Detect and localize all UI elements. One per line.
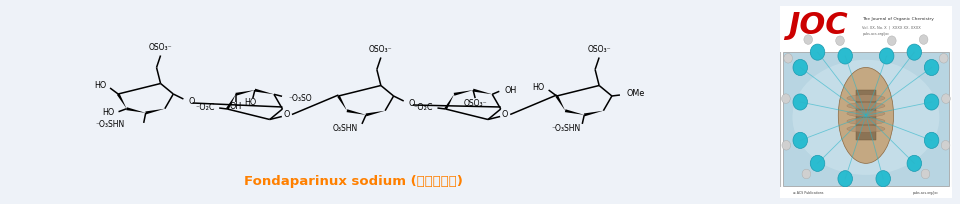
Circle shape — [783, 53, 792, 63]
Polygon shape — [347, 109, 366, 115]
Text: OMe: OMe — [626, 90, 644, 99]
Text: ⁻O₃SHN: ⁻O₃SHN — [551, 124, 580, 133]
Circle shape — [883, 190, 892, 199]
Text: ⁻O₂C: ⁻O₂C — [414, 102, 433, 112]
Polygon shape — [254, 89, 274, 94]
Text: ⁻O₃SO: ⁻O₃SO — [288, 94, 312, 103]
Circle shape — [887, 36, 896, 45]
Text: OSO₃⁻: OSO₃⁻ — [149, 43, 173, 52]
Text: pubs.acs.org/joc: pubs.acs.org/joc — [862, 32, 890, 36]
FancyBboxPatch shape — [780, 6, 952, 198]
Circle shape — [836, 36, 845, 45]
Ellipse shape — [838, 68, 894, 163]
Circle shape — [876, 171, 891, 187]
Text: Fondaparinux sodium (磺达肝葵锃): Fondaparinux sodium (磺达肝葵锃) — [244, 175, 463, 188]
Circle shape — [907, 155, 922, 171]
Bar — [855, 91, 876, 140]
Circle shape — [838, 171, 852, 187]
Text: The Journal of Organic Chemistry: The Journal of Organic Chemistry — [862, 17, 934, 21]
Circle shape — [838, 48, 852, 64]
Text: O: O — [284, 110, 290, 119]
Text: JOC: JOC — [788, 11, 848, 40]
Text: pubs.acs.org/joc: pubs.acs.org/joc — [913, 191, 939, 194]
Polygon shape — [226, 94, 236, 110]
Circle shape — [879, 48, 894, 64]
Circle shape — [940, 53, 948, 63]
Polygon shape — [564, 109, 585, 115]
Polygon shape — [366, 111, 385, 116]
Polygon shape — [556, 95, 565, 111]
Circle shape — [810, 44, 825, 60]
Polygon shape — [145, 109, 165, 114]
Text: OSO₃⁻: OSO₃⁻ — [588, 45, 611, 54]
Ellipse shape — [793, 60, 939, 175]
Circle shape — [941, 141, 949, 150]
Polygon shape — [117, 93, 127, 109]
Circle shape — [793, 132, 807, 148]
Text: O: O — [409, 99, 415, 108]
Circle shape — [782, 141, 791, 150]
Ellipse shape — [847, 110, 885, 117]
Text: ≡ ACS Publications: ≡ ACS Publications — [793, 191, 824, 194]
Polygon shape — [127, 107, 146, 113]
Text: Vol. XX, No. X  |  XXXX XX, XXXX: Vol. XX, No. X | XXXX XX, XXXX — [862, 25, 922, 29]
Circle shape — [924, 59, 939, 75]
Text: O₃SHN: O₃SHN — [333, 124, 358, 133]
Circle shape — [920, 35, 928, 44]
Ellipse shape — [847, 125, 885, 132]
Circle shape — [836, 189, 845, 199]
Circle shape — [907, 44, 922, 60]
Polygon shape — [337, 95, 347, 111]
Text: HO: HO — [103, 108, 114, 117]
Bar — [780, 6, 952, 52]
Polygon shape — [584, 111, 604, 116]
Ellipse shape — [847, 95, 885, 102]
Ellipse shape — [847, 118, 885, 124]
Circle shape — [810, 155, 825, 171]
Ellipse shape — [847, 102, 885, 109]
Circle shape — [922, 169, 930, 179]
Text: O: O — [502, 110, 509, 119]
Circle shape — [924, 132, 939, 148]
Polygon shape — [235, 90, 254, 96]
Text: OH: OH — [504, 86, 516, 95]
Text: ⁻O₃SHN: ⁻O₃SHN — [95, 120, 125, 129]
Text: O: O — [188, 96, 195, 105]
Circle shape — [924, 94, 939, 110]
Text: ⁻O₂C: ⁻O₂C — [196, 102, 215, 112]
Polygon shape — [454, 90, 473, 96]
Polygon shape — [444, 94, 454, 110]
Circle shape — [781, 94, 790, 103]
Text: OSO₃⁻: OSO₃⁻ — [369, 45, 393, 54]
Text: HO: HO — [533, 83, 544, 92]
Bar — [783, 52, 948, 186]
Bar — [780, 187, 952, 198]
Polygon shape — [473, 89, 492, 94]
Circle shape — [802, 169, 810, 179]
Text: HO: HO — [245, 98, 257, 107]
Text: HO: HO — [94, 82, 106, 91]
Circle shape — [942, 94, 950, 103]
Circle shape — [793, 59, 807, 75]
Text: OSO₃⁻: OSO₃⁻ — [464, 99, 487, 108]
Circle shape — [804, 35, 812, 44]
Circle shape — [793, 94, 807, 110]
Text: OH: OH — [229, 102, 242, 111]
